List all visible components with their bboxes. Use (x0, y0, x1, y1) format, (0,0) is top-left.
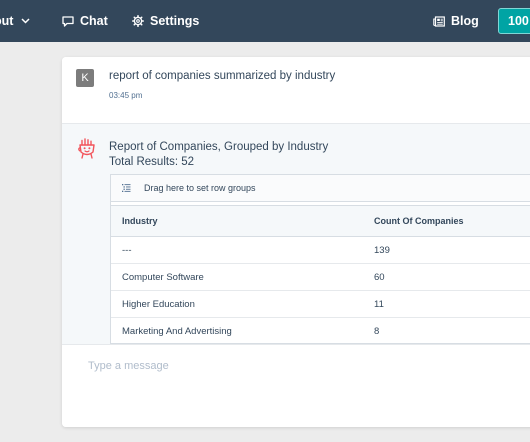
message-input[interactable] (88, 355, 508, 377)
row-group-hint: Drag here to set row groups (144, 183, 256, 193)
column-header-industry[interactable]: Industry (122, 216, 158, 226)
chevron-down-icon (21, 18, 30, 24)
nav-chat-label: Chat (80, 14, 108, 28)
gear-icon (132, 15, 150, 27)
cell-industry: Computer Software (122, 271, 204, 283)
nav-about-label: out (0, 14, 14, 28)
bot-avatar-icon (77, 137, 97, 159)
cell-count: 139 (374, 244, 390, 256)
grid-header-row: Industry Count Of Companies (111, 205, 530, 237)
row-group-drop-zone[interactable]: Drag here to set row groups (111, 175, 530, 202)
chat-panel: K report of companies summarized by indu… (62, 57, 530, 427)
nav-about[interactable]: out (0, 0, 30, 42)
table-row[interactable]: --- 139 (111, 237, 530, 264)
table-row[interactable]: Computer Software 60 (111, 264, 530, 291)
bot-message: Report of Companies, Grouped by Industry… (62, 124, 530, 344)
user-message-text: report of companies summarized by indust… (109, 70, 336, 82)
cell-count: 60 (374, 271, 385, 283)
credits-button[interactable]: 100 (498, 8, 530, 34)
cell-industry: --- (122, 244, 132, 256)
cell-count: 11 (374, 298, 384, 310)
nav-settings-label: Settings (150, 14, 200, 28)
nav-blog-label: Blog (451, 14, 479, 28)
message-composer (62, 344, 530, 427)
cell-industry: Higher Education (122, 298, 195, 310)
user-message: K report of companies summarized by indu… (62, 57, 530, 124)
chat-bubble-icon (62, 15, 80, 27)
top-nav-bar: out Chat Settings (0, 0, 530, 42)
user-message-time: 03:45 pm (109, 91, 143, 100)
table-row[interactable]: Higher Education 11 (111, 291, 530, 318)
cell-count: 8 (374, 325, 380, 337)
table-row[interactable]: Marketing And Advertising 8 (111, 318, 530, 343)
column-header-count[interactable]: Count Of Companies (374, 216, 464, 226)
report-title: Report of Companies, Grouped by Industry (109, 141, 329, 153)
report-total: Total Results: 52 (109, 156, 195, 168)
nav-blog[interactable]: Blog (433, 0, 479, 42)
row-group-icon (122, 184, 131, 192)
nav-settings[interactable]: Settings (132, 0, 199, 42)
nav-chat[interactable]: Chat (62, 0, 108, 42)
cell-industry: Marketing And Advertising (122, 325, 232, 337)
newspaper-icon (433, 15, 451, 27)
user-avatar: K (76, 69, 94, 87)
report-grid: Drag here to set row groups Industry Cou… (110, 174, 530, 344)
